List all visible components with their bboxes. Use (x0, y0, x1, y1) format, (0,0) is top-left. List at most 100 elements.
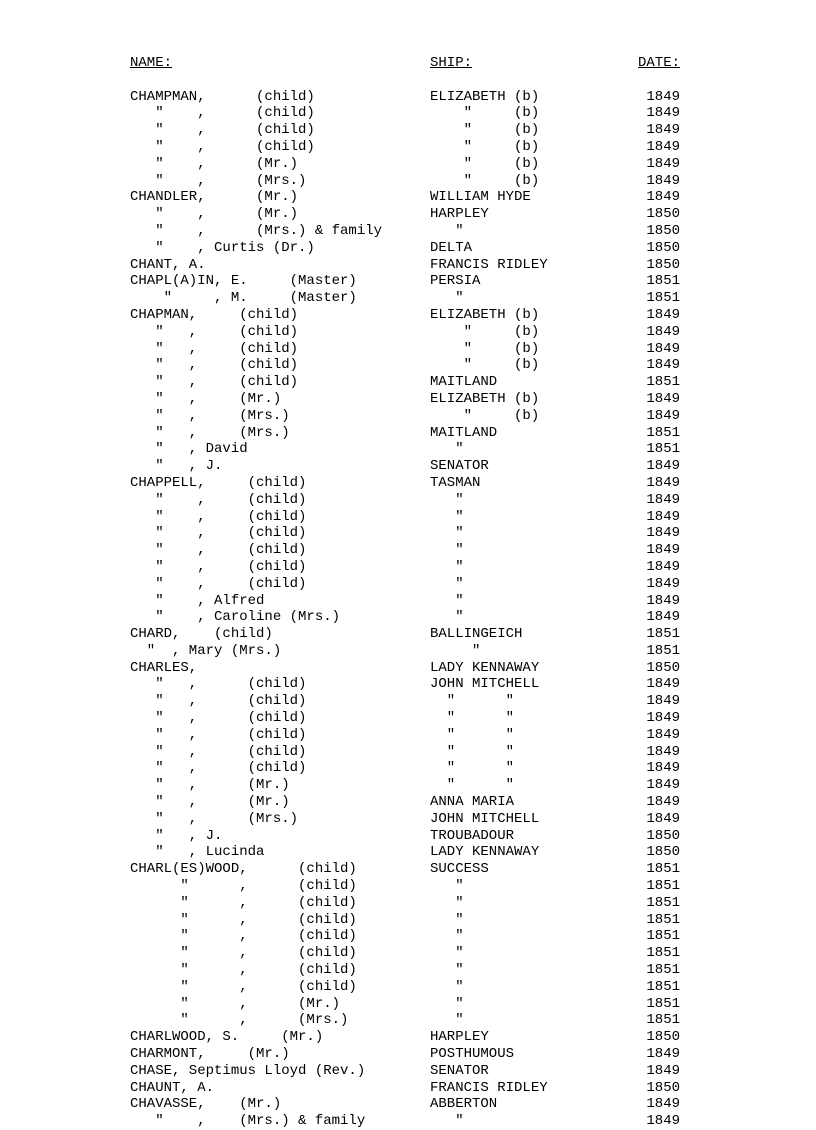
cell-date: 1849 (620, 760, 680, 777)
cell-ship: JOHN MITCHELL (430, 811, 620, 828)
cell-name: " , (child) (130, 139, 430, 156)
cell-name: " , (child) (130, 492, 430, 509)
cell-name: " , (Mrs.) (130, 173, 430, 190)
cell-date: 1849 (620, 559, 680, 576)
cell-date: 1850 (620, 844, 680, 861)
cell-name: CHAMPMAN, (child) (130, 89, 430, 106)
table-row: " , (child) " (b)1849 (130, 341, 746, 358)
cell-ship: " (b) (430, 408, 620, 425)
header-ship: SHIP: (430, 55, 620, 72)
table-row: CHAUNT, A.FRANCIS RIDLEY1850 (130, 1080, 746, 1097)
cell-date: 1851 (620, 945, 680, 962)
cell-name: " , (child) (130, 760, 430, 777)
table-row: " , Caroline (Mrs.) "1849 (130, 609, 746, 626)
cell-ship: PERSIA (430, 273, 620, 290)
cell-date: 1849 (620, 525, 680, 542)
cell-name: CHAPL(A)IN, E. (Master) (130, 273, 430, 290)
cell-ship: " (430, 290, 620, 307)
table-row: " , (child) " (b)1849 (130, 105, 746, 122)
cell-ship: " (430, 559, 620, 576)
cell-ship: " " (430, 760, 620, 777)
cell-name: " , (child) (130, 105, 430, 122)
cell-date: 1851 (620, 861, 680, 878)
cell-date: 1849 (620, 408, 680, 425)
table-row: " , (child) " "1849 (130, 693, 746, 710)
table-row: " , (child) "1849 (130, 542, 746, 559)
cell-ship: " " (430, 777, 620, 794)
cell-ship: " (430, 576, 620, 593)
cell-date: 1849 (620, 307, 680, 324)
cell-ship: " (430, 441, 620, 458)
table-row: " , (child) "1851 (130, 895, 746, 912)
table-row: " , (Mrs.) & family "1850 (130, 223, 746, 240)
table-row: " , (Mr.)ELIZABETH (b)1849 (130, 391, 746, 408)
cell-date: 1849 (620, 458, 680, 475)
cell-ship: " (430, 996, 620, 1013)
cell-date: 1851 (620, 374, 680, 391)
table-row: " , (child) " "1849 (130, 744, 746, 761)
cell-name: CHANT, A. (130, 257, 430, 274)
cell-date: 1849 (620, 593, 680, 610)
header-date-text: DATE: (638, 55, 680, 71)
table-row: CHASE, Septimus Lloyd (Rev.)SENATOR1849 (130, 1063, 746, 1080)
cell-date: 1849 (620, 710, 680, 727)
cell-name: CHARLES, (130, 660, 430, 677)
cell-ship: " (430, 945, 620, 962)
table-row: " , (child) " "1849 (130, 727, 746, 744)
cell-date: 1849 (620, 542, 680, 559)
cell-name: " , (child) (130, 341, 430, 358)
cell-name: " , (child) (130, 912, 430, 929)
cell-ship: DELTA (430, 240, 620, 257)
cell-ship: ANNA MARIA (430, 794, 620, 811)
cell-ship: HARPLEY (430, 1029, 620, 1046)
cell-date: 1851 (620, 643, 680, 660)
cell-ship: " " (430, 710, 620, 727)
table-row: CHARLES,LADY KENNAWAY1850 (130, 660, 746, 677)
table-row: " , (child) " "1849 (130, 760, 746, 777)
cell-name: " , (Mrs.) (130, 425, 430, 442)
table-row: CHANT, A.FRANCIS RIDLEY1850 (130, 257, 746, 274)
cell-ship: TASMAN (430, 475, 620, 492)
cell-ship: " " (430, 727, 620, 744)
cell-name: " , (child) (130, 525, 430, 542)
header-row: NAME: SHIP: DATE: (130, 55, 746, 72)
cell-name: " , Caroline (Mrs.) (130, 609, 430, 626)
cell-ship: " (430, 1113, 620, 1130)
cell-date: 1849 (620, 89, 680, 106)
cell-date: 1849 (620, 341, 680, 358)
cell-ship: " (b) (430, 122, 620, 139)
table-row: " , (Mrs.) "1851 (130, 1012, 746, 1029)
table-row: CHAPMAN, (child)ELIZABETH (b)1849 (130, 307, 746, 324)
cell-name: " , (child) (130, 676, 430, 693)
cell-ship: " (b) (430, 357, 620, 374)
table-row: " , (child) "1851 (130, 912, 746, 929)
cell-name: " , (Mrs.) & family (130, 223, 430, 240)
cell-date: 1850 (620, 828, 680, 845)
table-row: " , (Mrs.) & family "1849 (130, 1113, 746, 1130)
cell-date: 1851 (620, 425, 680, 442)
table-row: " , (Mrs.)MAITLAND1851 (130, 425, 746, 442)
cell-name: " , (child) (130, 979, 430, 996)
table-row: " , (child) "1851 (130, 962, 746, 979)
cell-name: " , (child) (130, 727, 430, 744)
cell-ship: " (430, 962, 620, 979)
cell-ship: " (430, 542, 620, 559)
cell-name: CHAVASSE, (Mr.) (130, 1096, 430, 1113)
cell-name: " , M. (Master) (130, 290, 430, 307)
cell-ship: ELIZABETH (b) (430, 89, 620, 106)
cell-name: CHANDLER, (Mr.) (130, 189, 430, 206)
cell-date: 1850 (620, 206, 680, 223)
cell-ship: " (430, 492, 620, 509)
table-row: CHAPPELL, (child)TASMAN1849 (130, 475, 746, 492)
cell-name: CHAPPELL, (child) (130, 475, 430, 492)
rows-container: CHAMPMAN, (child)ELIZABETH (b)1849 " , (… (130, 89, 746, 1130)
cell-ship: JOHN MITCHELL (430, 676, 620, 693)
table-row: " , (child) "1851 (130, 928, 746, 945)
table-row: CHAVASSE, (Mr.)ABBERTON1849 (130, 1096, 746, 1113)
table-row: " , (Mr.) "1851 (130, 996, 746, 1013)
cell-date: 1849 (620, 794, 680, 811)
cell-ship: SENATOR (430, 458, 620, 475)
cell-name: " , (Mr.) (130, 156, 430, 173)
cell-date: 1849 (620, 744, 680, 761)
cell-ship: MAITLAND (430, 425, 620, 442)
